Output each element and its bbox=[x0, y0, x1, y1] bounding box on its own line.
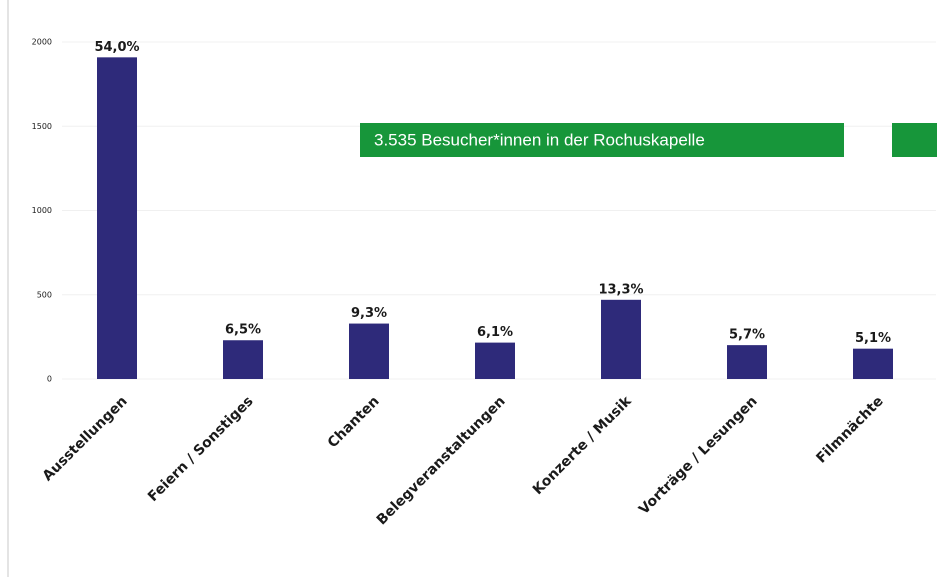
x-tick-label: Vorträge / Lesungen bbox=[636, 393, 761, 518]
y-tick-label: 500 bbox=[37, 290, 52, 299]
x-tick-label: Konzerte / Musik bbox=[530, 393, 635, 498]
y-tick-label: 1000 bbox=[32, 206, 52, 215]
bar bbox=[223, 340, 263, 379]
value-label: 6,1% bbox=[477, 325, 513, 340]
value-label: 6,5% bbox=[225, 323, 261, 338]
annotation-box bbox=[360, 123, 844, 157]
x-tick-label: Ausstellungen bbox=[40, 393, 131, 484]
y-tick-label: 1500 bbox=[32, 122, 52, 131]
bar bbox=[349, 323, 389, 379]
x-tick-label: Belegveranstaltungen bbox=[374, 393, 509, 528]
value-label: 5,1% bbox=[855, 331, 891, 346]
bar bbox=[97, 57, 137, 380]
bar bbox=[853, 348, 893, 379]
value-label: 5,7% bbox=[729, 328, 765, 343]
bar bbox=[727, 345, 767, 379]
value-label: 54,0% bbox=[94, 40, 139, 55]
y-tick-label: 2000 bbox=[32, 38, 52, 47]
x-tick-label: Filmnächte bbox=[813, 393, 886, 466]
y-tick-label: 0 bbox=[47, 375, 52, 384]
legend-swatch bbox=[892, 123, 937, 157]
bar bbox=[601, 299, 641, 379]
bar bbox=[475, 342, 515, 379]
value-label: 9,3% bbox=[351, 306, 387, 321]
value-label: 13,3% bbox=[598, 282, 643, 297]
x-tick-label: Chanten bbox=[325, 393, 383, 451]
x-tick-label: Feiern / Sonstiges bbox=[145, 393, 257, 505]
annotation: 3.535 Besucher*innen in der Rochuskapell… bbox=[374, 130, 705, 149]
